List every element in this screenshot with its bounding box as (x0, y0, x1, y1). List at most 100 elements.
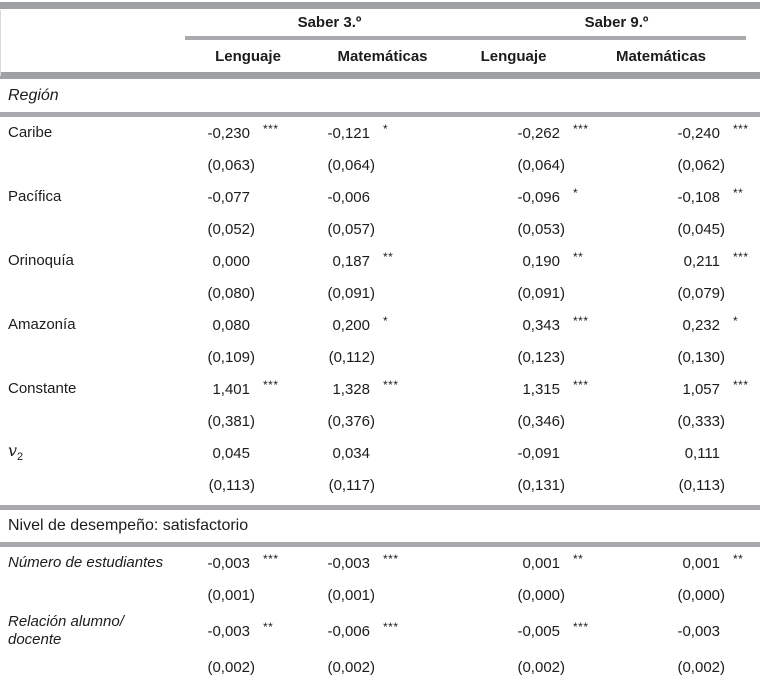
table-row: Constante 1,401 *** 1,328 *** 1,315 *** … (0, 373, 760, 405)
table-row-se: (0,113) (0,117) (0,131) (0,113) (0, 469, 760, 501)
table-row-se: (0,109) (0,112) (0,123) (0,130) (0, 341, 760, 373)
significance-stars: *** (573, 378, 589, 392)
coef-value: -0,006 (327, 622, 370, 640)
col-header-matematicas-1: Matemáticas (337, 47, 428, 65)
std-error: (0,381) (207, 412, 255, 430)
std-error: (0,002) (327, 658, 375, 676)
group-underline-rule (185, 36, 746, 40)
std-error: (0,080) (207, 284, 255, 302)
row-label: Constante (8, 379, 77, 397)
row-label: Número de estudiantes (8, 553, 164, 571)
std-error: (0,002) (207, 658, 255, 676)
significance-stars: * (733, 314, 739, 328)
row-label: Pacífica (8, 187, 62, 205)
std-error: (0,109) (207, 348, 255, 366)
table-row-se: (0,080) (0,091) (0,091) (0,079) (0, 277, 760, 309)
significance-stars: ** (733, 552, 744, 566)
col-header-lenguaje-1: Lenguaje (215, 47, 281, 65)
significance-stars: *** (383, 620, 399, 634)
coef-value: 0,187 (332, 252, 370, 270)
coef-value: -0,077 (207, 188, 250, 206)
significance-stars: *** (733, 122, 749, 136)
row-label: Amazonía (8, 315, 76, 333)
std-error: (0,001) (327, 586, 375, 604)
std-error: (0,001) (207, 586, 255, 604)
std-error: (0,123) (517, 348, 565, 366)
table-row-se: (0,052) (0,057) (0,053) (0,045) (0, 213, 760, 245)
row-label: Orinoquía (8, 251, 74, 269)
coef-value: -0,096 (517, 188, 560, 206)
std-error: (0,062) (677, 156, 725, 174)
std-error: (0,064) (327, 156, 375, 174)
coef-value: 0,001 (682, 554, 720, 572)
coef-value: -0,003 (327, 554, 370, 572)
coef-value: -0,003 (207, 554, 250, 572)
table-row: Caribe -0,230 *** -0,121 * -0,262 *** -0… (0, 117, 760, 149)
std-error: (0,000) (517, 586, 565, 604)
significance-stars: * (383, 314, 389, 328)
coef-value: 0,045 (212, 444, 250, 462)
std-error: (0,002) (517, 658, 565, 676)
std-error: (0,113) (208, 476, 255, 494)
std-error: (0,063) (207, 156, 255, 174)
coef-value: 0,343 (522, 316, 560, 334)
coef-value: 0,111 (684, 444, 720, 462)
coef-value: 0,232 (682, 316, 720, 334)
std-error: (0,052) (207, 220, 255, 238)
subject-header-row: Lenguaje Matemáticas Lenguaje Matemática… (0, 40, 760, 72)
significance-stars: *** (733, 378, 749, 392)
std-error: (0,112) (328, 348, 375, 366)
std-error: (0,091) (517, 284, 565, 302)
table-row-se: (0,002) (0,002) (0,002) (0,002) (0, 651, 760, 683)
table-row-se: (0,063) (0,064) (0,064) (0,062) (0, 149, 760, 181)
significance-stars: ** (383, 250, 394, 264)
section-rule (0, 542, 760, 547)
coef-value: 0,200 (332, 316, 370, 334)
coef-value: 1,315 (522, 380, 560, 398)
header-bottom-rule (0, 72, 760, 79)
std-error: (0,000) (677, 586, 725, 604)
std-error: (0,064) (517, 156, 565, 174)
significance-stars: *** (383, 552, 399, 566)
math-v-subscript: 2 (17, 451, 24, 464)
col-header-lenguaje-2: Lenguaje (480, 47, 547, 65)
coef-value: -0,091 (517, 444, 560, 462)
std-error: (0,113) (678, 476, 725, 494)
row-label: Caribe (8, 123, 53, 141)
coef-value: -0,262 (517, 124, 560, 142)
table-row: Relación alumno/docente -0,003 ** -0,006… (0, 611, 760, 651)
coef-value: -0,230 (207, 124, 250, 142)
significance-stars: * (383, 122, 389, 136)
significance-stars: *** (573, 122, 589, 136)
std-error: (0,117) (328, 476, 375, 494)
significance-stars: * (573, 186, 579, 200)
section-title-region: Región (8, 86, 59, 104)
coef-value: 0,034 (332, 444, 370, 462)
table-row-se: (0,001) (0,001) (0,000) (0,000) (0, 579, 760, 611)
row-label-v2: v2 (0, 441, 186, 464)
significance-stars: *** (733, 250, 749, 264)
table-row: Número de estudiantes -0,003 *** -0,003 … (0, 547, 760, 579)
section-title-nivel: Nivel de desempeño: satisfactorio (8, 517, 249, 534)
coef-value: -0,006 (327, 188, 370, 206)
row-label-line2: docente (8, 631, 62, 648)
significance-stars: ** (733, 186, 744, 200)
table-row: Amazonía 0,080 0,200 * 0,343 *** 0,232 * (0, 309, 760, 341)
std-error: (0,053) (517, 220, 565, 238)
table-row: Pacífica -0,077 -0,006 -0,096 * -0,108 *… (0, 181, 760, 213)
significance-stars: *** (383, 378, 399, 392)
coef-value: 0,080 (212, 316, 250, 334)
table-row: Orinoquía 0,000 0,187 ** 0,190 ** 0,211 … (0, 245, 760, 277)
section-rule (0, 505, 760, 510)
significance-stars: ** (573, 250, 584, 264)
scan-edge-artifact (0, 10, 1, 76)
col-group-saber-9: Saber 9.º (584, 14, 649, 31)
coef-value: 0,190 (522, 252, 560, 270)
table-row: v2 0,045 0,034 -0,091 0,111 (0, 437, 760, 469)
coef-value: -0,005 (517, 622, 560, 640)
coef-value: -0,108 (677, 188, 720, 206)
coef-value: 0,211 (683, 252, 720, 270)
coef-value: -0,003 (677, 622, 720, 640)
std-error: (0,002) (677, 658, 725, 676)
std-error: (0,333) (677, 412, 725, 430)
